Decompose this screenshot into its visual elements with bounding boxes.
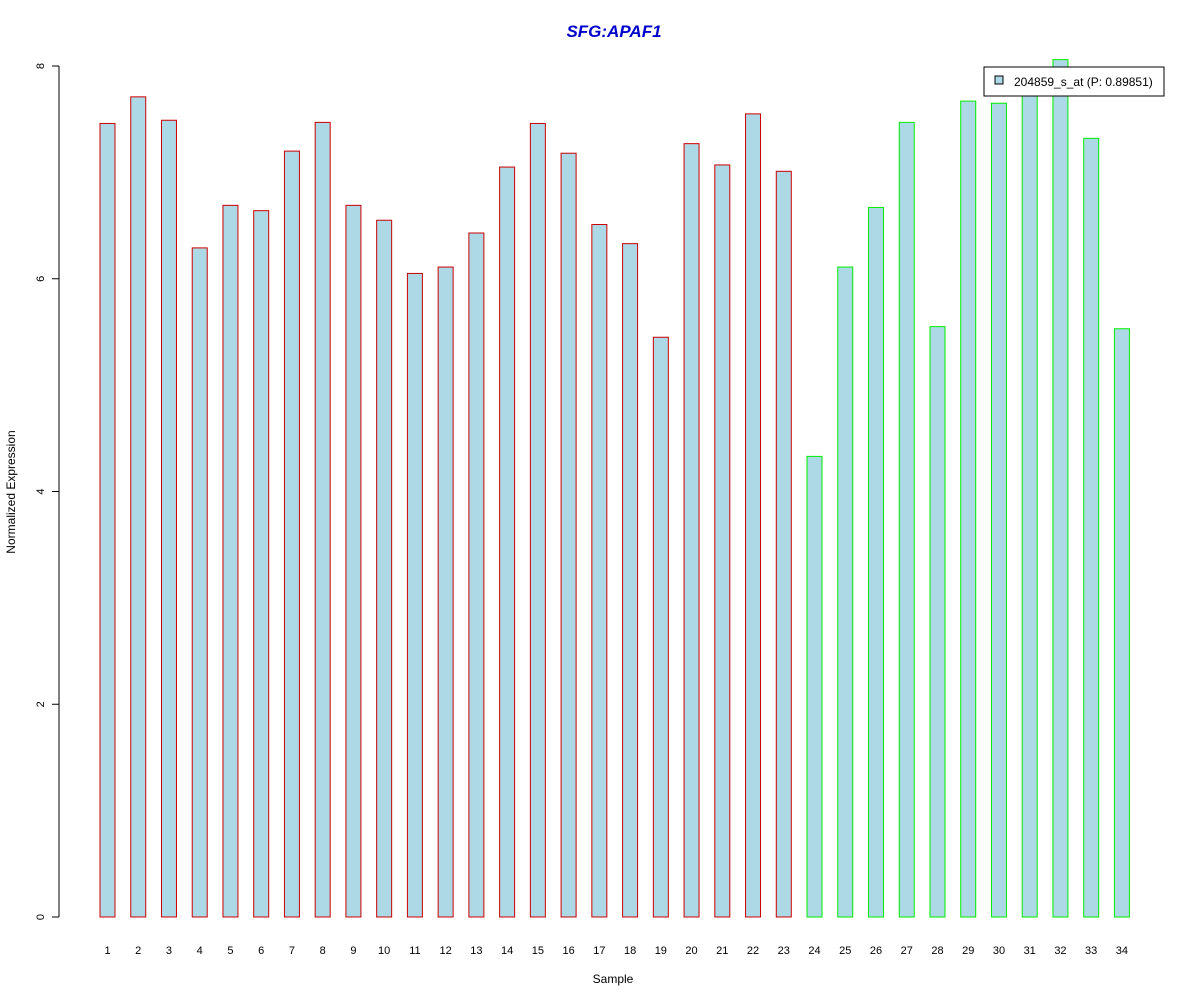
- bar-26: [868, 206, 884, 918]
- y-tick-label: 0: [35, 914, 47, 920]
- bar-23: [775, 170, 792, 918]
- x-tick-label: 26: [870, 945, 882, 957]
- x-tick-label: 6: [258, 945, 264, 957]
- x-tick-label: 27: [901, 945, 913, 957]
- bar-12: [437, 266, 454, 918]
- x-tick-label: 11: [409, 945, 420, 957]
- bar-1: [99, 122, 116, 918]
- x-tick-label: 30: [993, 945, 1005, 957]
- x-tick-label: 25: [839, 945, 851, 957]
- bar-25: [837, 266, 854, 918]
- bar-21: [714, 164, 731, 918]
- x-tick-label: 2: [135, 945, 141, 957]
- x-axis-label: Sample: [593, 972, 634, 986]
- bar-17: [591, 223, 608, 918]
- x-tick-label: 21: [716, 945, 728, 957]
- x-tick-label: 4: [197, 945, 203, 957]
- bar-7: [283, 150, 300, 918]
- bar-13: [468, 232, 485, 918]
- bar-22: [745, 113, 762, 918]
- bars: [99, 59, 1130, 918]
- y-axis-label: Normalized Expression: [4, 430, 18, 553]
- bar-6: [253, 210, 270, 918]
- bar-20: [683, 143, 700, 918]
- legend: 204859_s_at (P: 0.89851): [983, 66, 1165, 97]
- legend-box: [983, 66, 1165, 97]
- legend-label: 204859_s_at (P: 0.89851): [1014, 75, 1153, 89]
- x-tick-label: 14: [501, 945, 513, 957]
- x-tick-label: 34: [1116, 945, 1128, 957]
- x-tick-label: 19: [655, 945, 667, 957]
- bar-16: [560, 152, 577, 918]
- bar-18: [622, 243, 639, 918]
- bar-3: [160, 119, 177, 918]
- legend-swatch: [994, 75, 1004, 85]
- bar-33: [1083, 137, 1100, 918]
- x-tick-label: 7: [289, 945, 295, 957]
- x-tick-label: 8: [320, 945, 326, 957]
- x-tick-labels: 1 2 3 4 5 6 7 8 9 10 11 12 13 14 15 16 17 18 19 20 21 22 23 24 2…: [104, 945, 1128, 957]
- x-tick-label: 22: [747, 945, 759, 957]
- y-tick-label: 2: [35, 701, 47, 707]
- bar-27: [898, 121, 915, 918]
- x-tick-label: 9: [350, 945, 356, 957]
- bar-2: [130, 96, 147, 918]
- bar-31: [1021, 93, 1038, 918]
- bar-11: [406, 272, 423, 918]
- x-tick-label: 28: [931, 945, 943, 957]
- x-tick-label: 24: [808, 945, 820, 957]
- x-tick-label: 10: [378, 945, 390, 957]
- x-tick-label: 29: [962, 945, 974, 957]
- x-tick-label: 13: [470, 945, 482, 957]
- x-tick-label: 23: [778, 945, 790, 957]
- bar-15: [529, 122, 546, 918]
- x-tick-label: 31: [1024, 945, 1036, 957]
- x-tick-label: 15: [532, 945, 544, 957]
- x-tick-label: 32: [1054, 945, 1066, 957]
- x-tick-label: 20: [685, 945, 697, 957]
- x-tick-label: 17: [593, 945, 605, 957]
- x-tick-label: 12: [440, 945, 452, 957]
- bar-8: [314, 121, 331, 918]
- y-tick-label: 6: [35, 276, 47, 282]
- bar-29: [960, 100, 977, 918]
- bar-28: [929, 326, 946, 918]
- chart-title: SFG:APAF1: [566, 22, 661, 41]
- bar-10: [376, 219, 393, 918]
- bar-34: [1113, 328, 1130, 918]
- x-tick-label: 3: [166, 945, 172, 957]
- x-tick-label: 18: [624, 945, 636, 957]
- bar-24: [806, 455, 823, 918]
- x-tick-label: 1: [104, 945, 110, 957]
- x-tick-label: 5: [227, 945, 233, 957]
- bar-4: [191, 247, 208, 918]
- x-tick-label: 33: [1085, 945, 1097, 957]
- bar-5: [222, 204, 239, 918]
- bar-14: [499, 166, 516, 918]
- x-tick-label: 16: [562, 945, 574, 957]
- bar-19: [652, 336, 669, 918]
- bar-32: [1052, 59, 1069, 918]
- y-tick-label: 8: [35, 63, 47, 69]
- y-axis: 0 2 4 6 8: [35, 63, 60, 920]
- y-tick-label: 4: [35, 488, 47, 494]
- bar-30: [990, 102, 1007, 918]
- bar-9: [345, 204, 362, 918]
